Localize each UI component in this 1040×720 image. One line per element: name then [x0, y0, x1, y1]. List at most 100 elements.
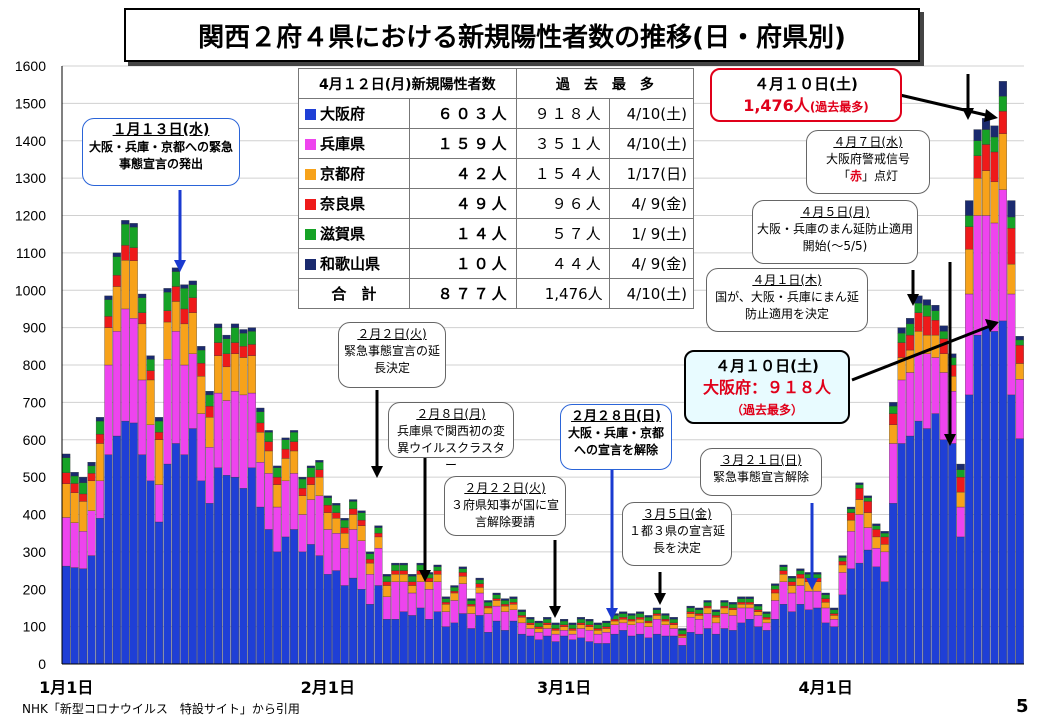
bar-segment-shiga — [787, 577, 796, 582]
bar-segment-kyoto — [585, 626, 594, 631]
bar-segment-nara — [450, 590, 459, 594]
bar-segment-hyogo — [593, 633, 602, 644]
bar-segment-osaka — [973, 334, 982, 665]
bar-segment-osaka — [214, 467, 223, 665]
bar-segment-nara — [188, 297, 197, 313]
bar-segment-osaka — [956, 536, 965, 665]
bar-segment-osaka — [146, 480, 155, 665]
bar-segment-nara — [830, 613, 839, 616]
bar-segment-nara — [129, 247, 138, 261]
bar-segment-hyogo — [863, 527, 872, 551]
bar-segment-kyoto — [517, 617, 526, 624]
bar-segment-shiga — [87, 465, 96, 474]
bar-segment-wakayama — [627, 613, 636, 616]
total-count: ８７７人 — [408, 278, 517, 309]
bar-segment-osaka — [711, 633, 721, 665]
bar-segment-hyogo — [830, 619, 839, 627]
bar-segment-hyogo — [365, 574, 375, 605]
bar-segment-hyogo — [652, 619, 661, 635]
summary-row-osaka: 大阪府 ６０３人 ９１８人 4/10(土) — [298, 98, 695, 129]
arrowhead-mar5 — [654, 593, 666, 605]
bar-segment-shiga — [188, 284, 197, 298]
past-max-count: ３５１人 — [515, 128, 610, 159]
bar-segment-shiga — [112, 256, 121, 276]
past-max-date: 4/ 9(金) — [608, 248, 695, 279]
bar-segment-kyoto — [779, 574, 788, 582]
past-max-count: ９６人 — [515, 188, 610, 219]
x-tick-label: 1月1日 — [39, 678, 93, 697]
bar-segment-shiga — [214, 327, 223, 343]
bar-segment-kyoto — [762, 619, 771, 624]
bar-segment-wakayama — [745, 596, 754, 599]
bar-segment-nara — [112, 275, 121, 287]
bar-segment-shiga — [349, 501, 358, 510]
bar-segment-shiga — [779, 566, 788, 571]
bar-segment-wakayama — [619, 611, 628, 614]
bar-segment-wakayama — [787, 576, 796, 579]
bar-segment-wakayama — [568, 622, 577, 625]
annotation-feb8-body: 兵庫県で関西初の変異ウイルスクラスター — [396, 424, 505, 472]
bar-segment-kyoto — [593, 630, 602, 635]
bar-segment-nara — [745, 602, 754, 605]
summary-row-hyogo: 兵庫県 １５９人 ３５１人 4/10(土) — [298, 128, 695, 159]
bar-segment-wakayama — [998, 81, 1007, 97]
bar-segment-wakayama — [534, 620, 543, 624]
bar-segment-nara — [889, 413, 898, 425]
bar-segment-osaka — [965, 394, 974, 665]
bar-segment-hyogo — [79, 531, 88, 569]
bar-segment-kyoto — [197, 376, 206, 414]
bar-segment-wakayama — [669, 617, 678, 620]
bar-segment-shiga — [720, 602, 729, 607]
bar-segment-nara — [230, 342, 240, 354]
bar-segment-osaka — [652, 633, 661, 665]
bar-segment-hyogo — [669, 628, 678, 637]
bar-segment-osaka — [62, 565, 71, 665]
bar-segment-wakayama — [922, 299, 931, 306]
bar-segment-hyogo — [323, 529, 332, 575]
bar-segment-osaka — [1015, 438, 1024, 665]
bar-segment-kyoto — [771, 592, 780, 601]
bar-segment-hyogo — [104, 364, 113, 455]
summary-row-wakayama: 和歌山県 １０人 ４４人 4/ 9(金) — [298, 248, 695, 279]
bar-segment-osaka — [678, 645, 687, 665]
bar-segment-wakayama — [863, 495, 872, 498]
annotation-apr10-total: ４月１０日(土) 1,476人(過去最多) — [710, 68, 902, 122]
bar-segment-nara — [163, 310, 172, 323]
bar-segment-shiga — [737, 598, 746, 603]
bar-segment-osaka — [391, 619, 400, 665]
bar-segment-wakayama — [897, 327, 906, 334]
bar-segment-nara — [247, 344, 256, 356]
bar-segment-nara — [484, 605, 493, 609]
bar-segment-kyoto — [264, 450, 273, 474]
bar-segment-nara — [602, 626, 611, 629]
bar-segment-wakayama — [509, 596, 518, 599]
today-count: ４２人 — [408, 158, 517, 189]
bar-segment-wakayama — [146, 355, 155, 360]
bar-segment-shiga — [230, 327, 240, 343]
bar-segment-hyogo — [754, 615, 763, 627]
bar-segment-wakayama — [374, 525, 383, 528]
bar-segment-kyoto — [399, 574, 408, 582]
annotation-feb28-body: 大阪・兵庫・京都への宣言を解除 — [567, 426, 664, 457]
summary-header-today: 4月１２日(月)新規陽性者数 — [298, 68, 517, 99]
bar-segment-shiga — [374, 527, 383, 534]
bar-segment-osaka — [703, 628, 712, 665]
bar-segment-wakayama — [87, 462, 96, 467]
bar-segment-hyogo — [357, 540, 366, 590]
past-max-count: ９１８人 — [515, 98, 610, 129]
bar-segment-wakayama — [661, 613, 670, 616]
arrowhead-feb2 — [371, 466, 383, 478]
bar-segment-kyoto — [695, 615, 704, 620]
bar-segment-hyogo — [787, 592, 796, 612]
today-count: １５９人 — [408, 128, 517, 159]
y-tick-label: 1000 — [15, 282, 46, 298]
bar-segment-hyogo — [458, 583, 467, 614]
bar-segment-hyogo — [627, 624, 636, 637]
legend-swatch-kyoto — [305, 169, 316, 180]
bar-segment-osaka — [315, 555, 324, 665]
bar-segment-shiga — [273, 467, 282, 478]
arrowhead-apr5 — [944, 434, 956, 446]
bar-segment-wakayama — [500, 598, 510, 601]
bar-segment-kyoto — [87, 480, 96, 511]
bar-segment-wakayama — [365, 551, 375, 554]
